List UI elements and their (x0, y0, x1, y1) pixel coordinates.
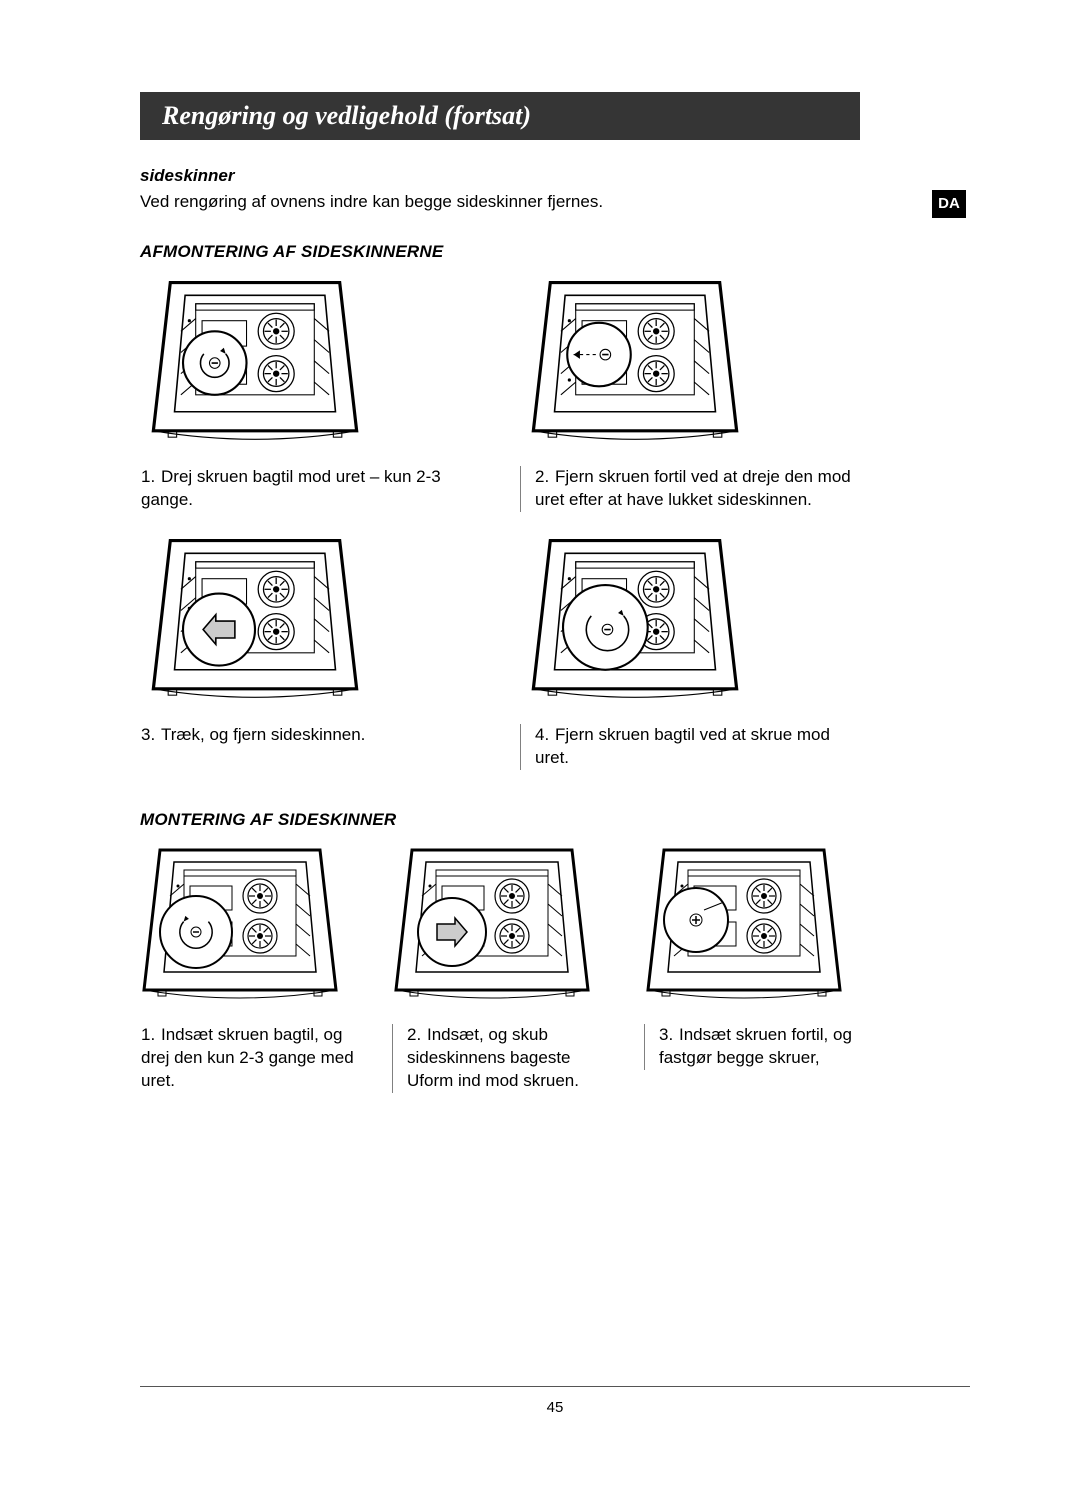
page-title-bar: Rengøring og vedligehold (fortsat) (140, 92, 860, 140)
removal-diagram-2 (520, 272, 860, 452)
step-label: Indsæt, og skub sideskinnens bageste Ufo… (407, 1025, 579, 1090)
removal-diagram-1 (140, 272, 480, 452)
removal-row-1: 1.Drej skruen bagtil mod uret – kun 2-3 … (140, 272, 970, 512)
step-num: 2. (535, 466, 555, 489)
mounting-cell-1: 1.Indsæt skruen bagtil, og drej den kun … (140, 840, 360, 1093)
sideskinner-heading: sideskinner (140, 166, 970, 186)
step-num: 3. (141, 724, 161, 747)
removal-diagram-3 (140, 530, 480, 710)
removal-cell-2: 2.Fjern skruen fortil ved at dreje den m… (520, 272, 860, 512)
step-num: 4. (535, 724, 555, 747)
page: Rengøring og vedligehold (fortsat) DA si… (0, 0, 1080, 1486)
removal-step-3: 3.Træk, og fjern sideskinnen. (140, 724, 480, 747)
removal-step-2: 2.Fjern skruen fortil ved at dreje den m… (520, 466, 860, 512)
removal-cell-3: 3.Træk, og fjern sideskinnen. (140, 530, 480, 770)
step-label: Drej skruen bagtil mod uret – kun 2-3 ga… (141, 467, 441, 509)
mounting-cell-2: 2.Indsæt, og skub sideskinnens bageste U… (392, 840, 612, 1093)
mounting-diagram-2 (392, 840, 612, 1010)
removal-cell-1: 1.Drej skruen bagtil mod uret – kun 2-3 … (140, 272, 480, 512)
sideskinner-intro: Ved rengøring af ovnens indre kan begge … (140, 192, 970, 212)
mounting-row: 1.Indsæt skruen bagtil, og drej den kun … (140, 840, 970, 1093)
step-label: Træk, og fjern sideskinnen. (161, 725, 365, 744)
removal-step-1: 1.Drej skruen bagtil mod uret – kun 2-3 … (140, 466, 480, 512)
step-label: Fjern skruen fortil ved at dreje den mod… (535, 467, 851, 509)
language-badge: DA (932, 190, 966, 218)
step-num: 1. (141, 466, 161, 489)
step-label: Indsæt skruen bagtil, og drej den kun 2-… (141, 1025, 354, 1090)
step-label: Fjern skruen bagtil ved at skrue mod ure… (535, 725, 830, 767)
removal-diagram-4 (520, 530, 860, 710)
mounting-cell-3: 3.Indsæt skruen fortil, og fastgør begge… (644, 840, 864, 1093)
step-num: 3. (659, 1024, 679, 1047)
page-title: Rengøring og vedligehold (fortsat) (162, 101, 531, 131)
step-num: 2. (407, 1024, 427, 1047)
mounting-diagram-3 (644, 840, 864, 1010)
removal-step-4: 4.Fjern skruen bagtil ved at skrue mod u… (520, 724, 860, 770)
page-footer: 45 (140, 1386, 970, 1416)
removal-heading: AFMONTERING AF SIDESKINNERNE (140, 242, 970, 262)
removal-cell-4: 4.Fjern skruen bagtil ved at skrue mod u… (520, 530, 860, 770)
mounting-step-3: 3.Indsæt skruen fortil, og fastgør begge… (644, 1024, 864, 1070)
mounting-heading: MONTERING AF SIDESKINNER (140, 810, 970, 830)
mounting-step-2: 2.Indsæt, og skub sideskinnens bageste U… (392, 1024, 612, 1093)
page-number: 45 (547, 1399, 564, 1416)
removal-row-2: 3.Træk, og fjern sideskinnen. 4.Fjern sk… (140, 530, 970, 770)
step-label: Indsæt skruen fortil, og fastgør begge s… (659, 1025, 852, 1067)
mounting-diagram-1 (140, 840, 360, 1010)
step-num: 1. (141, 1024, 161, 1047)
mounting-step-1: 1.Indsæt skruen bagtil, og drej den kun … (140, 1024, 360, 1093)
